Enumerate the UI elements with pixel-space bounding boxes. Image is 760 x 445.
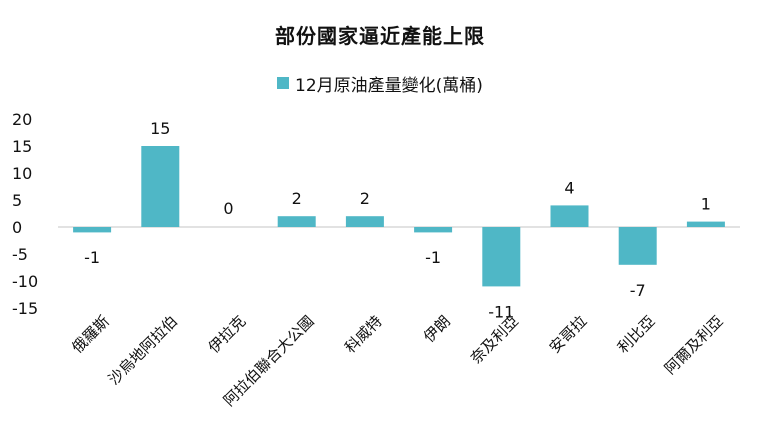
legend: 12月原油產量變化(萬桶) bbox=[0, 71, 760, 96]
y-tick-label: 15 bbox=[12, 137, 32, 156]
y-tick-label: -5 bbox=[12, 245, 28, 264]
legend-swatch bbox=[277, 76, 290, 89]
chart-title: 部份國家逼近產能上限 bbox=[275, 24, 485, 48]
y-tick-label: 0 bbox=[12, 218, 22, 237]
data-label: 4 bbox=[564, 178, 574, 197]
category-label: 伊拉克 bbox=[205, 312, 250, 357]
bar-7 bbox=[550, 205, 589, 227]
data-label: 15 bbox=[150, 119, 170, 138]
bar-1 bbox=[141, 146, 180, 227]
y-tick-label: -10 bbox=[12, 272, 38, 291]
category-label: 科威特 bbox=[341, 312, 386, 357]
bar-0 bbox=[73, 227, 112, 233]
bar-3 bbox=[277, 216, 316, 227]
category-label: 安哥拉 bbox=[546, 312, 591, 357]
y-tick-label: 10 bbox=[12, 164, 32, 183]
bar-9 bbox=[686, 221, 725, 227]
category-label: 利比亞 bbox=[614, 312, 659, 357]
data-label: -7 bbox=[630, 281, 646, 300]
data-label: -11 bbox=[488, 302, 514, 321]
data-label: 2 bbox=[360, 189, 370, 208]
data-label: 1 bbox=[701, 195, 711, 214]
data-label: -1 bbox=[84, 248, 100, 267]
data-label: 2 bbox=[292, 189, 302, 208]
bar-6 bbox=[482, 227, 521, 287]
y-tick-label: 5 bbox=[12, 191, 22, 210]
category-label: 俄羅斯 bbox=[68, 312, 113, 357]
bar-4 bbox=[345, 216, 384, 227]
bar-8 bbox=[618, 227, 657, 265]
data-label: -1 bbox=[425, 248, 441, 267]
category-label: 沙烏地阿拉伯 bbox=[105, 312, 181, 388]
bar-5 bbox=[414, 227, 453, 233]
legend-label: 12月原油產量變化(萬桶) bbox=[295, 76, 483, 96]
category-label: 阿爾及利亞 bbox=[661, 312, 727, 378]
data-label: 0 bbox=[223, 199, 233, 218]
category-label: 伊朗 bbox=[420, 312, 454, 346]
y-tick-label: -15 bbox=[12, 299, 38, 318]
y-tick-label: 20 bbox=[12, 110, 32, 129]
